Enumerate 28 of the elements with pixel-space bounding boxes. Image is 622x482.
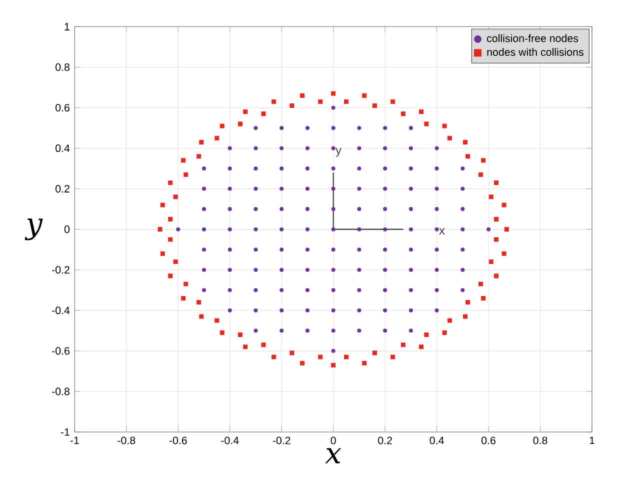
x-tick-label: 0.2	[378, 436, 392, 444]
x-tick-label: -0.2	[272, 436, 290, 444]
y-tick-label: -0.2	[52, 266, 70, 274]
y-tick-label: -1	[60, 428, 70, 436]
x-tick-label: 0	[330, 436, 336, 444]
x-tick-label: -0.8	[118, 436, 136, 444]
y-axis-title: y	[24, 218, 43, 240]
y-tick-label: 0.2	[56, 185, 70, 193]
x-axis-title: x	[325, 448, 342, 464]
x-tick-label: 0.8	[533, 436, 548, 444]
y-tick-label: 1	[64, 22, 70, 30]
y-tick-label: 0	[64, 226, 70, 234]
x-tick-label: -0.4	[221, 436, 239, 444]
legend-label: collision-free nodes	[487, 34, 578, 42]
annotation: y	[336, 148, 342, 157]
x-tick-label: 0.4	[430, 436, 444, 444]
y-tick-label: -0.4	[52, 306, 70, 314]
y-tick-label: -0.6	[52, 347, 70, 355]
annotation: x	[439, 228, 445, 235]
y-tick-label: 0.8	[56, 63, 70, 71]
x-tick-label: 0.6	[482, 436, 496, 444]
x-tick-label: -1	[70, 436, 79, 444]
x-tick-label: -0.6	[169, 436, 187, 444]
x-tick-label: 1	[590, 436, 594, 444]
y-tick-label: 0.4	[56, 144, 70, 152]
y-tick-label: 0.6	[56, 104, 70, 112]
y-tick-label: -0.8	[52, 388, 70, 396]
legend-label: nodes with collisions	[487, 48, 584, 56]
